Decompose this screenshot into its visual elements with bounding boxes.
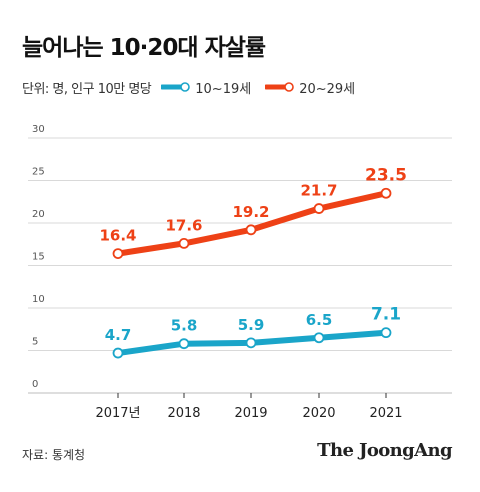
source-note: 자료: 통계청 <box>22 448 86 462</box>
data-point <box>178 237 190 249</box>
y-tick-label: 0 <box>32 379 38 390</box>
data-point <box>245 337 257 349</box>
y-tick-label: 30 <box>32 124 45 135</box>
legend-item-twenties: 20~29세 <box>265 78 355 97</box>
x-tick-label: 2017년 <box>95 406 140 421</box>
data-point <box>178 338 190 350</box>
brand-logo: The JoongAng <box>317 440 452 461</box>
legend-label-twenties: 20~29세 <box>299 81 356 97</box>
data-label: 21.7 <box>300 182 337 200</box>
data-point <box>380 187 392 199</box>
legend-swatch-twenties <box>265 82 295 92</box>
data-point <box>245 224 257 236</box>
legend: 단위: 명, 인구 10만 명당 10~19세 20~29세 <box>22 76 369 98</box>
legend-swatch-teens <box>161 82 191 92</box>
data-label: 4.7 <box>105 326 132 344</box>
unit-label: 단위: 명, 인구 10만 명당 <box>22 81 152 97</box>
y-tick-label: 5 <box>32 337 38 348</box>
data-point <box>313 332 325 344</box>
legend-item-teens: 10~19세 <box>161 78 251 97</box>
y-tick-label: 25 <box>32 167 45 178</box>
legend-label-teens: 10~19세 <box>195 81 252 97</box>
data-point <box>313 203 325 214</box>
x-tick-label: 2021 <box>369 406 402 421</box>
data-label: 7.1 <box>371 305 401 325</box>
data-label: 19.2 <box>232 203 269 221</box>
y-tick-label: 20 <box>32 209 45 220</box>
data-label: 6.5 <box>306 311 333 329</box>
data-point <box>380 327 392 339</box>
data-label: 17.6 <box>165 216 202 234</box>
data-point <box>112 248 124 260</box>
x-tick-label: 2018 <box>167 406 200 421</box>
data-label: 5.8 <box>171 317 198 335</box>
x-tick-label: 2020 <box>302 406 335 421</box>
x-tick-label: 2019 <box>234 406 267 421</box>
y-tick-label: 10 <box>32 294 45 305</box>
data-point <box>112 347 124 359</box>
data-label: 5.9 <box>238 316 265 334</box>
chart-title: 늘어나는 10·20대 자살률 <box>22 35 266 61</box>
data-label: 16.4 <box>99 227 136 245</box>
data-label: 23.5 <box>365 165 407 185</box>
y-tick-label: 15 <box>32 252 45 263</box>
